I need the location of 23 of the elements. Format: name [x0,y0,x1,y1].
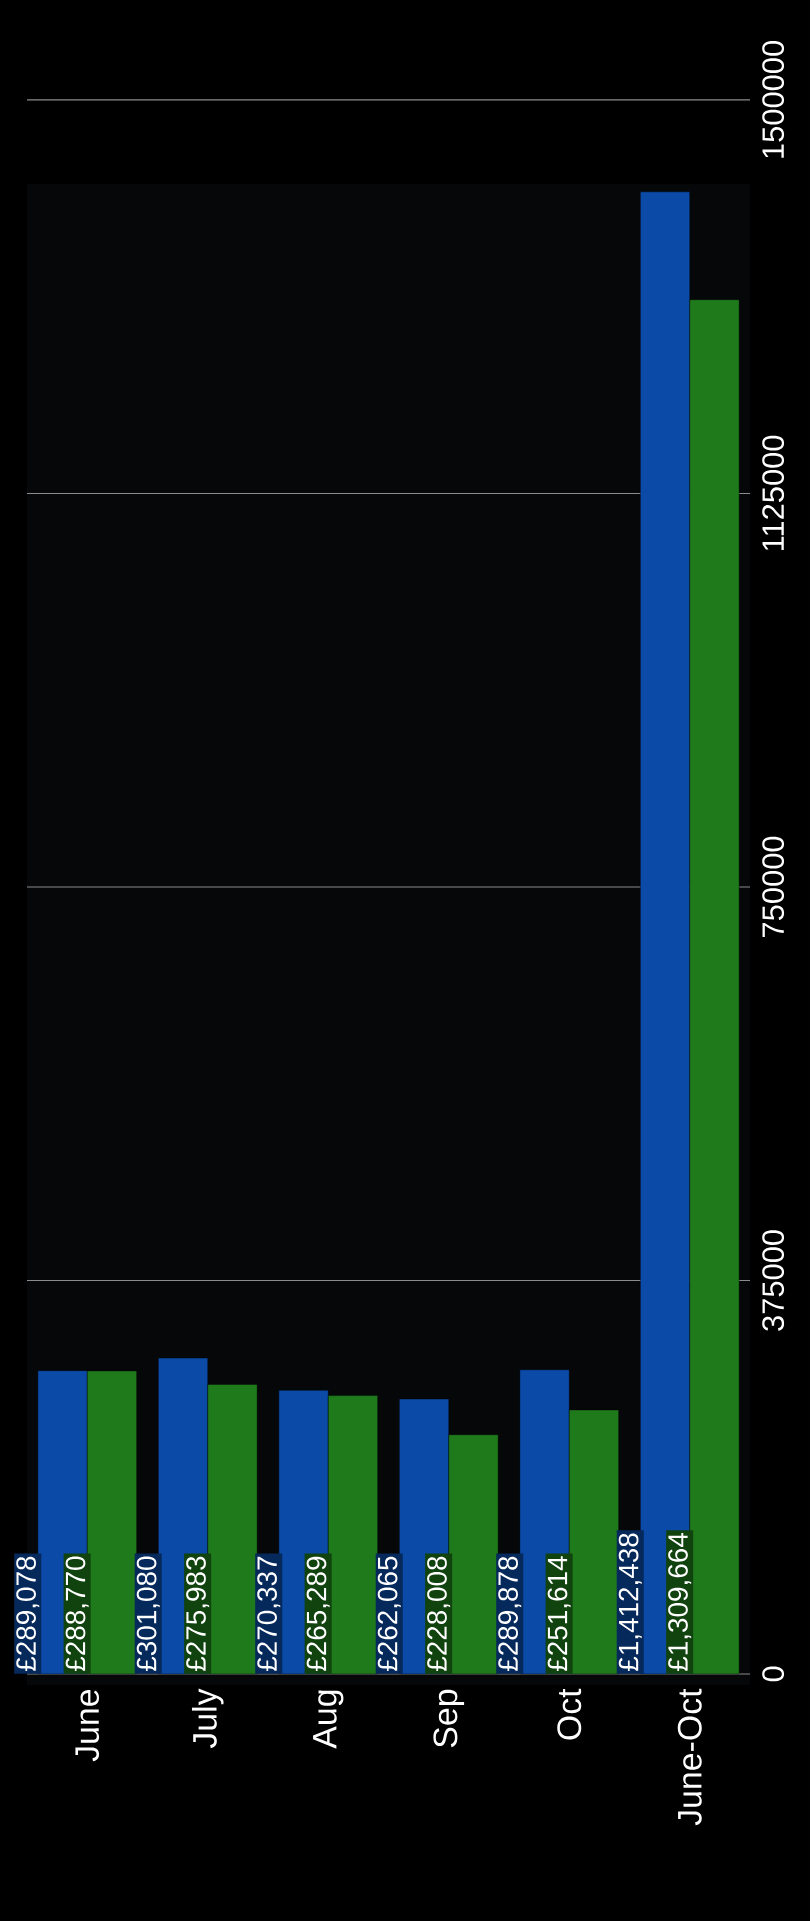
y-tick-label: 750000 [762,836,785,937]
x-tick-label: July [191,1688,224,1749]
y-tick-label: 1125000 [762,435,785,551]
x-tick-label: Oct [557,1688,582,1740]
data-label: £288,770 [65,1556,89,1671]
x-tick-label: Aug [313,1690,344,1749]
data-label: £301,080 [136,1556,160,1671]
data-label: £275,983 [186,1556,210,1671]
data-label: £228,008 [427,1556,451,1671]
x-tick-label: Sep [433,1689,465,1748]
data-label: £1,412,438 [618,1533,642,1671]
data-label: £289,078 [16,1556,40,1671]
data-label: £265,289 [306,1556,330,1671]
data-label: £270,337 [257,1556,281,1671]
y-tick-label: 0 [762,1666,785,1682]
data-label: £289,878 [498,1556,522,1671]
x-tick-label: June-Oct [677,1688,702,1826]
data-label: £251,614 [547,1556,571,1671]
y-tick-label: 375000 [762,1230,785,1331]
data-label: £262,065 [377,1556,401,1671]
x-tick-label: June [75,1689,100,1762]
data-label: £1,309,664 [668,1533,692,1671]
y-tick-label: 1500000 [762,41,785,158]
